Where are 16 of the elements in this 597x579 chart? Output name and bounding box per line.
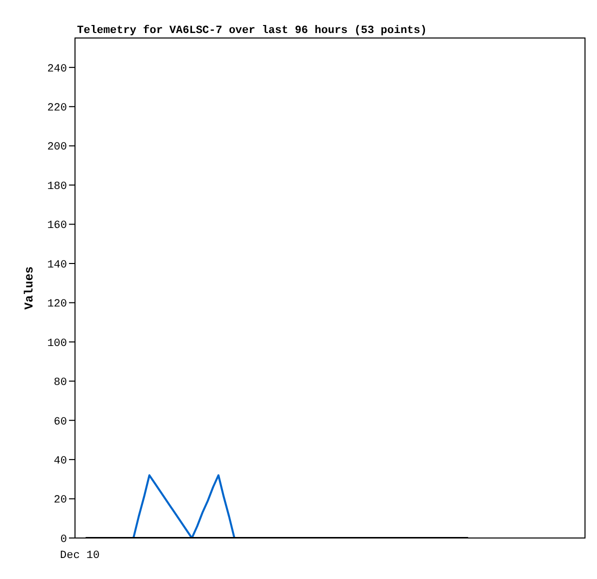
y-tick-label: 220: [47, 102, 67, 115]
chart-title: Telemetry for VA6LSC-7 over last 96 hours (53 points): [77, 25, 427, 37]
y-tick-label: 0: [60, 534, 67, 546]
y-axis-title: Values: [22, 266, 36, 310]
y-tick-label: 80: [54, 377, 67, 390]
y-tick-label: 180: [47, 180, 67, 193]
y-tick-label: 240: [47, 63, 67, 76]
y-tick-label: 140: [47, 259, 67, 272]
y-tick-label: 120: [47, 298, 67, 311]
y-tick-label: 160: [47, 220, 67, 232]
y-tick-label: 40: [54, 455, 67, 468]
y-tick-label: 60: [54, 416, 67, 428]
y-tick-label: 200: [47, 142, 67, 154]
y-tick-label: 100: [47, 338, 67, 350]
y-tick-label: 20: [54, 494, 67, 507]
text: Dec 10: [60, 550, 100, 562]
